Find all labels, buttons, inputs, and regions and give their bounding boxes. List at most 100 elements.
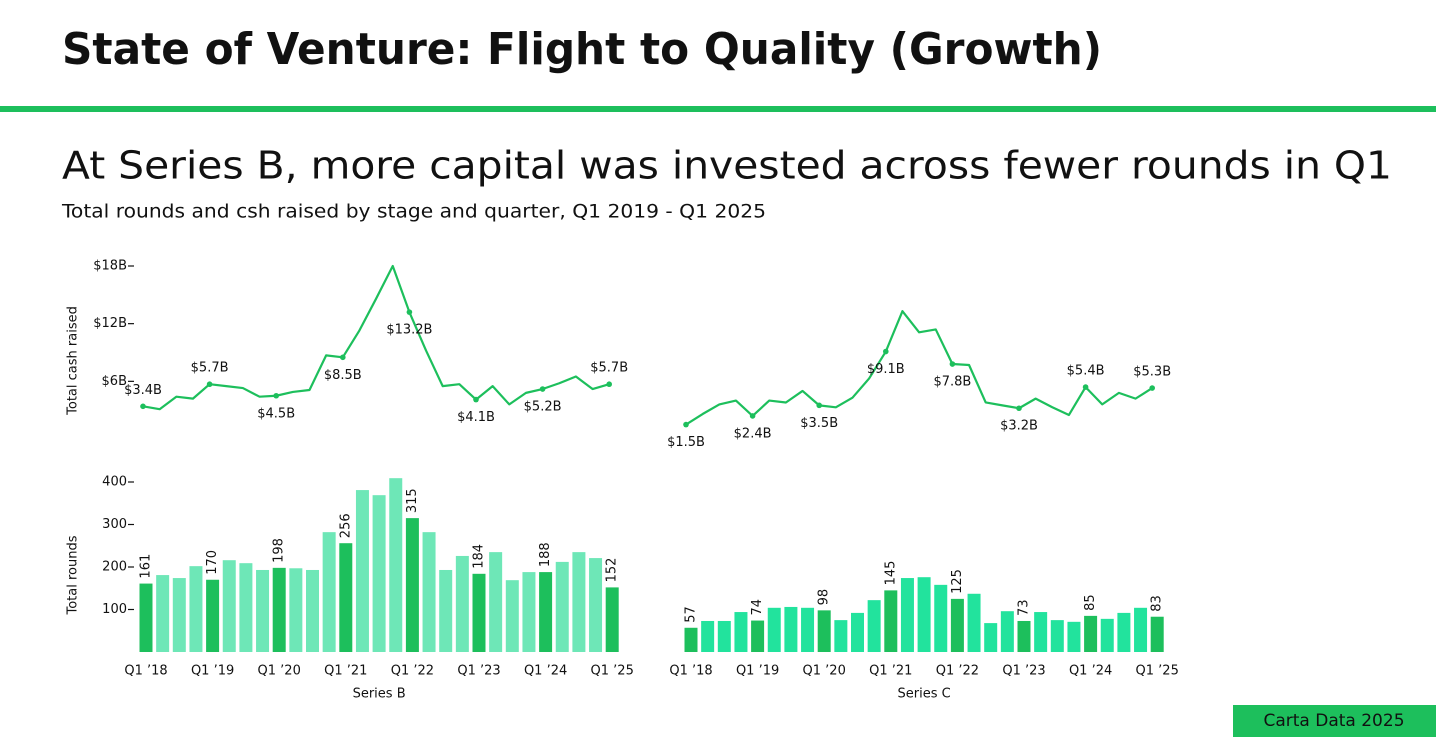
point xyxy=(539,386,546,392)
data-label: 83 xyxy=(1150,595,1165,612)
bar xyxy=(1084,615,1098,652)
bar xyxy=(984,623,998,652)
line xyxy=(685,310,1153,426)
bar xyxy=(472,573,486,652)
bar xyxy=(239,563,253,652)
point xyxy=(473,396,479,403)
subtitle: At Series B, more capital was invested a… xyxy=(62,144,1392,188)
bar xyxy=(1034,612,1048,652)
bar xyxy=(322,532,336,652)
bar xyxy=(539,572,553,652)
bar xyxy=(950,598,964,652)
bar xyxy=(734,612,748,652)
point xyxy=(1082,384,1089,390)
bar xyxy=(1134,607,1148,652)
data-label: $8.5B xyxy=(324,368,362,383)
bar xyxy=(222,560,236,652)
bar xyxy=(572,552,586,652)
point xyxy=(816,402,822,409)
point xyxy=(683,421,689,428)
point xyxy=(1016,405,1022,412)
bar xyxy=(156,575,170,652)
x-tick-label: Q1 ’24 xyxy=(1069,664,1112,679)
data-label: 152 xyxy=(605,558,620,583)
data-label: 256 xyxy=(338,513,353,538)
data-label: 85 xyxy=(1083,594,1098,611)
y-tick-label: 300 xyxy=(102,517,127,532)
bar xyxy=(372,495,386,652)
bar xyxy=(917,577,931,652)
point xyxy=(273,392,280,399)
x-tick-label: Q1 ’23 xyxy=(1002,664,1045,679)
data-label: $3.5B xyxy=(800,416,838,431)
bar xyxy=(455,555,469,652)
bar xyxy=(684,627,698,652)
data-label: 57 xyxy=(684,606,699,623)
bar xyxy=(256,569,270,652)
bar xyxy=(967,593,981,652)
x-tick-label: Q1 ’20 xyxy=(803,664,846,679)
data-label: $4.5B xyxy=(257,406,295,421)
y-tick-label: 400 xyxy=(102,475,127,490)
data-label: $3.2B xyxy=(1000,419,1038,434)
data-label: 188 xyxy=(538,542,553,567)
data-label: $3.4B xyxy=(124,383,162,398)
bar xyxy=(900,578,914,652)
point xyxy=(206,381,213,388)
point xyxy=(949,361,956,367)
data-label: 125 xyxy=(950,569,965,594)
bar xyxy=(589,558,603,652)
y-tick-label: $6B xyxy=(102,374,127,389)
x-tick-label: Q1 ’25 xyxy=(591,664,634,679)
data-label: 98 xyxy=(817,589,832,606)
bar xyxy=(751,620,765,652)
bar xyxy=(934,584,948,652)
x-axis-title: Series C xyxy=(898,687,951,702)
point xyxy=(749,413,756,419)
x-tick-label: Q1 ’20 xyxy=(258,664,301,679)
x-tick-label: Q1 ’18 xyxy=(124,664,167,679)
point xyxy=(606,381,612,388)
bar xyxy=(767,607,781,652)
point xyxy=(340,354,346,361)
x-tick-label: Q1 ’22 xyxy=(936,664,979,679)
x-tick-label: Q1 ’18 xyxy=(669,664,712,679)
data-label: 145 xyxy=(883,561,898,586)
point xyxy=(406,309,413,315)
point xyxy=(140,403,146,410)
footer-box xyxy=(1233,705,1436,737)
line xyxy=(142,264,610,411)
bar xyxy=(834,620,848,652)
bar xyxy=(605,587,619,652)
bar xyxy=(801,607,815,652)
bar xyxy=(867,600,881,652)
data-label: $13.2B xyxy=(386,323,432,338)
bar xyxy=(784,606,798,652)
x-tick-label: Q1 ’25 xyxy=(1136,664,1179,679)
data-label: 170 xyxy=(205,550,220,575)
bar xyxy=(1017,620,1031,652)
bar xyxy=(884,590,898,652)
bar xyxy=(139,583,153,652)
bar xyxy=(1000,611,1014,652)
data-label: $1.5B xyxy=(667,435,705,450)
bar xyxy=(1117,612,1131,652)
data-label: $4.1B xyxy=(457,410,495,425)
description: Total rounds and csh raised by stage and… xyxy=(61,201,766,223)
bar xyxy=(172,578,186,652)
bar xyxy=(389,478,403,652)
data-label: $5.4B xyxy=(1067,364,1105,379)
y-axis-title: Total rounds xyxy=(66,535,81,615)
bar xyxy=(851,612,864,652)
bar xyxy=(701,620,715,652)
x-tick-label: Q1 ’19 xyxy=(736,664,779,679)
x-tick-label: Q1 ’19 xyxy=(191,664,234,679)
data-label: $5.7B xyxy=(590,361,628,376)
y-tick-label: $18B xyxy=(93,259,127,274)
data-label: 198 xyxy=(272,538,287,563)
data-label: 74 xyxy=(750,599,765,616)
bar xyxy=(817,610,831,652)
y-axis-title: Total cash raised xyxy=(66,306,81,416)
data-label: $5.7B xyxy=(191,361,229,376)
